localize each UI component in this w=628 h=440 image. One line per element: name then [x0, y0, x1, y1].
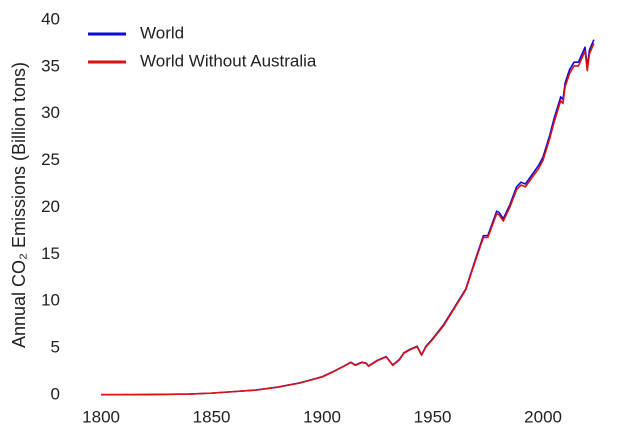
legend-label: World Without Australia — [140, 51, 317, 70]
y-tick-label: 15 — [41, 244, 60, 263]
legend-label: World — [140, 23, 184, 42]
y-tick-label: 10 — [41, 291, 60, 310]
x-tick-label: 1800 — [82, 407, 120, 426]
y-tick-label: 35 — [41, 56, 60, 75]
y-tick-label: 20 — [41, 197, 60, 216]
x-tick-label: 2000 — [524, 407, 562, 426]
y-tick-label: 40 — [41, 9, 60, 28]
x-tick-label: 1950 — [414, 407, 452, 426]
x-tick-label: 1850 — [193, 407, 231, 426]
series-line — [101, 43, 595, 396]
y-axis-label: Annual CO₂ Emissions (Billion tons) — [9, 62, 29, 348]
y-tick-label: 0 — [51, 384, 60, 403]
series-line — [101, 39, 595, 396]
x-tick-label: 1900 — [303, 407, 341, 426]
y-tick-label: 30 — [41, 103, 60, 122]
y-tick-label: 25 — [41, 150, 60, 169]
y-tick-label: 5 — [51, 338, 60, 357]
